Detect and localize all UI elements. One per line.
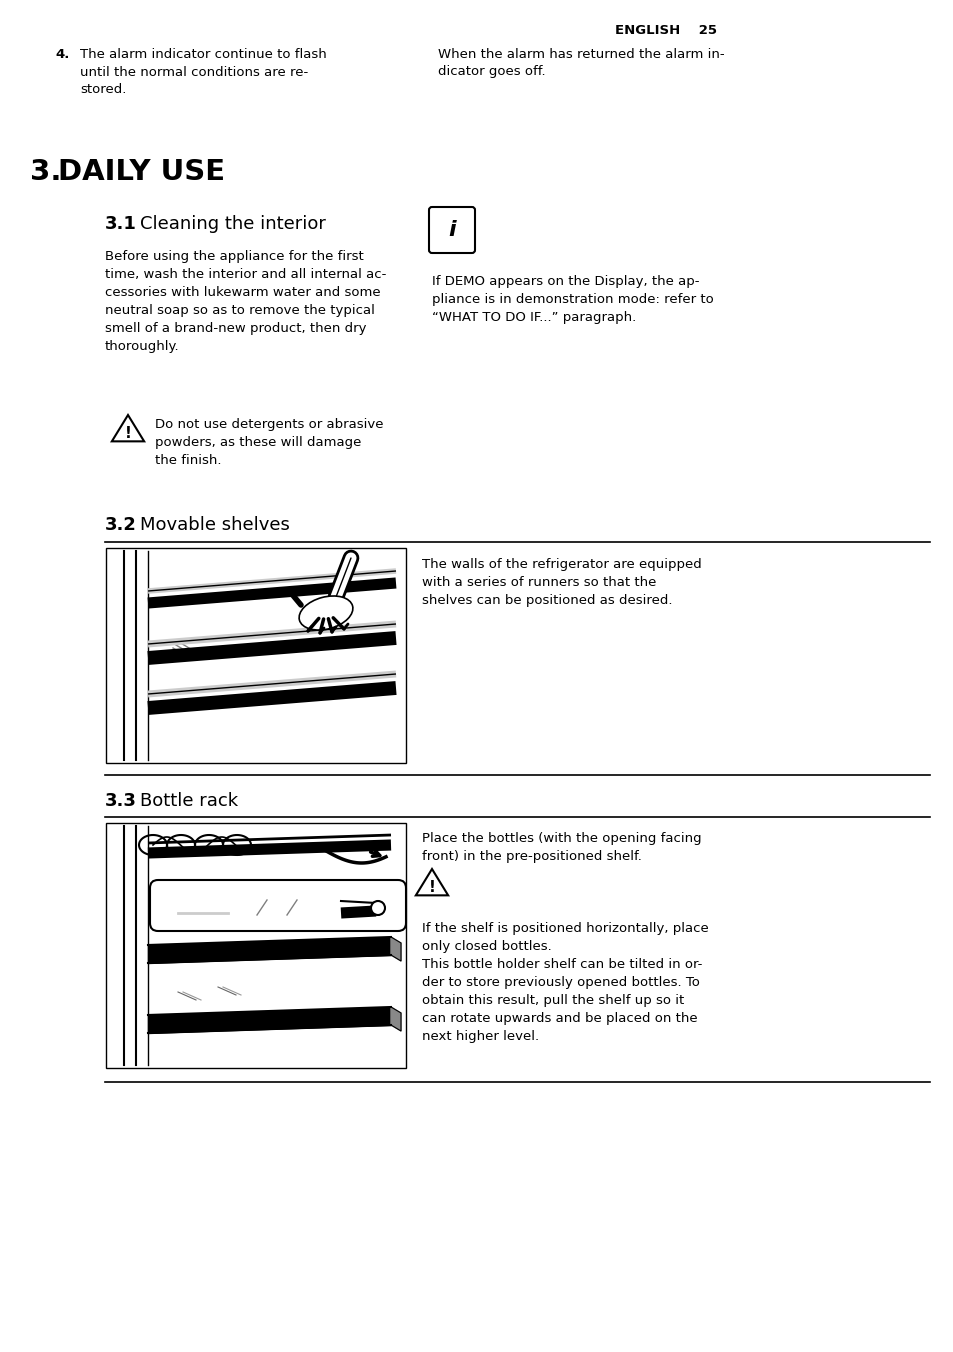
Text: 3.: 3. — [30, 158, 61, 187]
Text: ENGLISH    25: ENGLISH 25 — [615, 24, 717, 37]
FancyBboxPatch shape — [150, 880, 406, 932]
Text: The alarm indicator continue to flash
until the normal conditions are re-
stored: The alarm indicator continue to flash un… — [80, 49, 327, 96]
Text: Movable shelves: Movable shelves — [140, 516, 290, 534]
Bar — [106, 823, 406, 1068]
Text: If the shelf is positioned horizontally, place
only closed bottles.
This bottle : If the shelf is positioned horizontally,… — [421, 922, 708, 1042]
Polygon shape — [391, 937, 400, 961]
Text: If DEMO appears on the Display, the ap-
pliance is in demonstration mode: refer : If DEMO appears on the Display, the ap- … — [432, 274, 713, 324]
Polygon shape — [391, 1007, 400, 1032]
FancyBboxPatch shape — [429, 207, 475, 253]
Text: When the alarm has returned the alarm in-
dicator goes off.: When the alarm has returned the alarm in… — [437, 49, 724, 78]
Bar — [106, 548, 406, 763]
Polygon shape — [416, 869, 448, 895]
Circle shape — [371, 900, 385, 915]
Text: !: ! — [428, 880, 435, 895]
Text: DAILY USE: DAILY USE — [58, 158, 225, 187]
Polygon shape — [112, 415, 144, 441]
Text: Cleaning the interior: Cleaning the interior — [140, 215, 326, 233]
Text: i: i — [448, 220, 456, 241]
Text: The walls of the refrigerator are equipped
with a series of runners so that the
: The walls of the refrigerator are equipp… — [421, 558, 701, 607]
Ellipse shape — [299, 596, 353, 630]
Text: 3.1: 3.1 — [105, 215, 136, 233]
Text: 3.3: 3.3 — [105, 792, 136, 810]
Text: 4.: 4. — [55, 49, 70, 61]
Text: !: ! — [125, 426, 132, 441]
Text: Place the bottles (with the opening facing
front) in the pre-positioned shelf.: Place the bottles (with the opening faci… — [421, 831, 700, 863]
Text: Do not use detergents or abrasive
powders, as these will damage
the finish.: Do not use detergents or abrasive powder… — [154, 418, 383, 466]
Text: Bottle rack: Bottle rack — [140, 792, 238, 810]
Text: Before using the appliance for the first
time, wash the interior and all interna: Before using the appliance for the first… — [105, 250, 386, 353]
Text: 3.2: 3.2 — [105, 516, 136, 534]
